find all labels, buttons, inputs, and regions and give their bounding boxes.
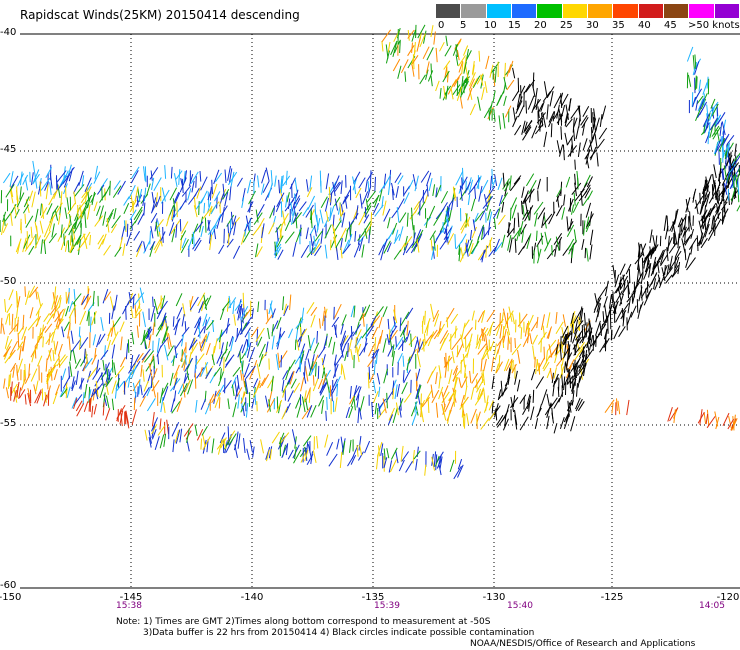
lon-label: -140	[240, 592, 264, 603]
wind-barb-swath	[10, 381, 204, 441]
legend-swatch	[714, 4, 740, 18]
legend-label: 35	[612, 20, 625, 31]
legend-swatch	[638, 4, 664, 18]
legend-label: 25	[560, 20, 573, 31]
lat-label: -45	[0, 144, 17, 155]
time-label: 15:39	[374, 601, 400, 611]
lat-label: -50	[0, 276, 17, 287]
legend-swatch	[663, 4, 690, 18]
wind-barb-swath	[686, 46, 740, 212]
legend-labels: 0 5 10 15 20 25 30 35 40 45 >50 knots	[436, 18, 740, 32]
legend-label: 15	[508, 20, 521, 31]
credit-line: NOAA/NESDIS/Office of Research and Appli…	[470, 639, 696, 649]
lon-label: -130	[482, 592, 506, 603]
wind-speed-legend: 0 5 10 15 20 25 30 35 40 45 >50 knots	[436, 4, 740, 34]
legend-swatch	[436, 4, 462, 18]
legend-swatch	[537, 4, 563, 18]
lat-label: -60	[0, 580, 17, 591]
legend-label: 45	[664, 20, 677, 31]
lon-label: -150	[0, 592, 22, 603]
legend-label: >50 knots	[688, 20, 740, 31]
legend-label: 20	[534, 20, 547, 31]
legend-label: 5	[460, 20, 467, 31]
legend-label: 30	[586, 20, 599, 31]
legend-swatch	[587, 4, 614, 18]
legend-label: 0	[438, 20, 445, 31]
legend-swatch	[461, 4, 487, 18]
lat-lon-grid	[20, 33, 740, 589]
legend-label: 10	[484, 20, 497, 31]
wind-barb-swath	[0, 285, 591, 434]
lon-label: -125	[600, 592, 624, 603]
wind-barb-swath	[144, 417, 464, 480]
wind-barb-swath	[381, 24, 608, 170]
legend-swatch	[613, 4, 639, 18]
legend-swatch	[689, 4, 715, 18]
lon-label: -145	[119, 592, 143, 603]
lat-label: -40	[0, 27, 17, 38]
lon-label: -120	[716, 592, 740, 603]
legend-label: 40	[638, 20, 651, 31]
note-line-1: Note: 1) Times are GMT 2)Times along bot…	[116, 617, 491, 627]
wind-barb-swath	[0, 160, 594, 264]
lat-label: -55	[0, 418, 17, 429]
wind-barb-swath	[604, 398, 738, 431]
wind-barb-swath	[555, 143, 740, 398]
legend-swatch	[486, 4, 512, 18]
note-line-2: 3)Data buffer is 22 hrs from 20150414 4)…	[143, 628, 535, 638]
wind-barbs	[0, 24, 740, 480]
lon-label: -135	[361, 592, 385, 603]
legend-swatch	[562, 4, 588, 18]
time-label: 15:38	[116, 601, 142, 611]
time-label: 14:05	[699, 601, 725, 611]
time-label: 15:40	[507, 601, 533, 611]
legend-color-bar	[436, 4, 740, 18]
map-title: Rapidscat Winds(25KM) 20150414 descendin…	[20, 8, 300, 22]
legend-swatch	[511, 4, 538, 18]
